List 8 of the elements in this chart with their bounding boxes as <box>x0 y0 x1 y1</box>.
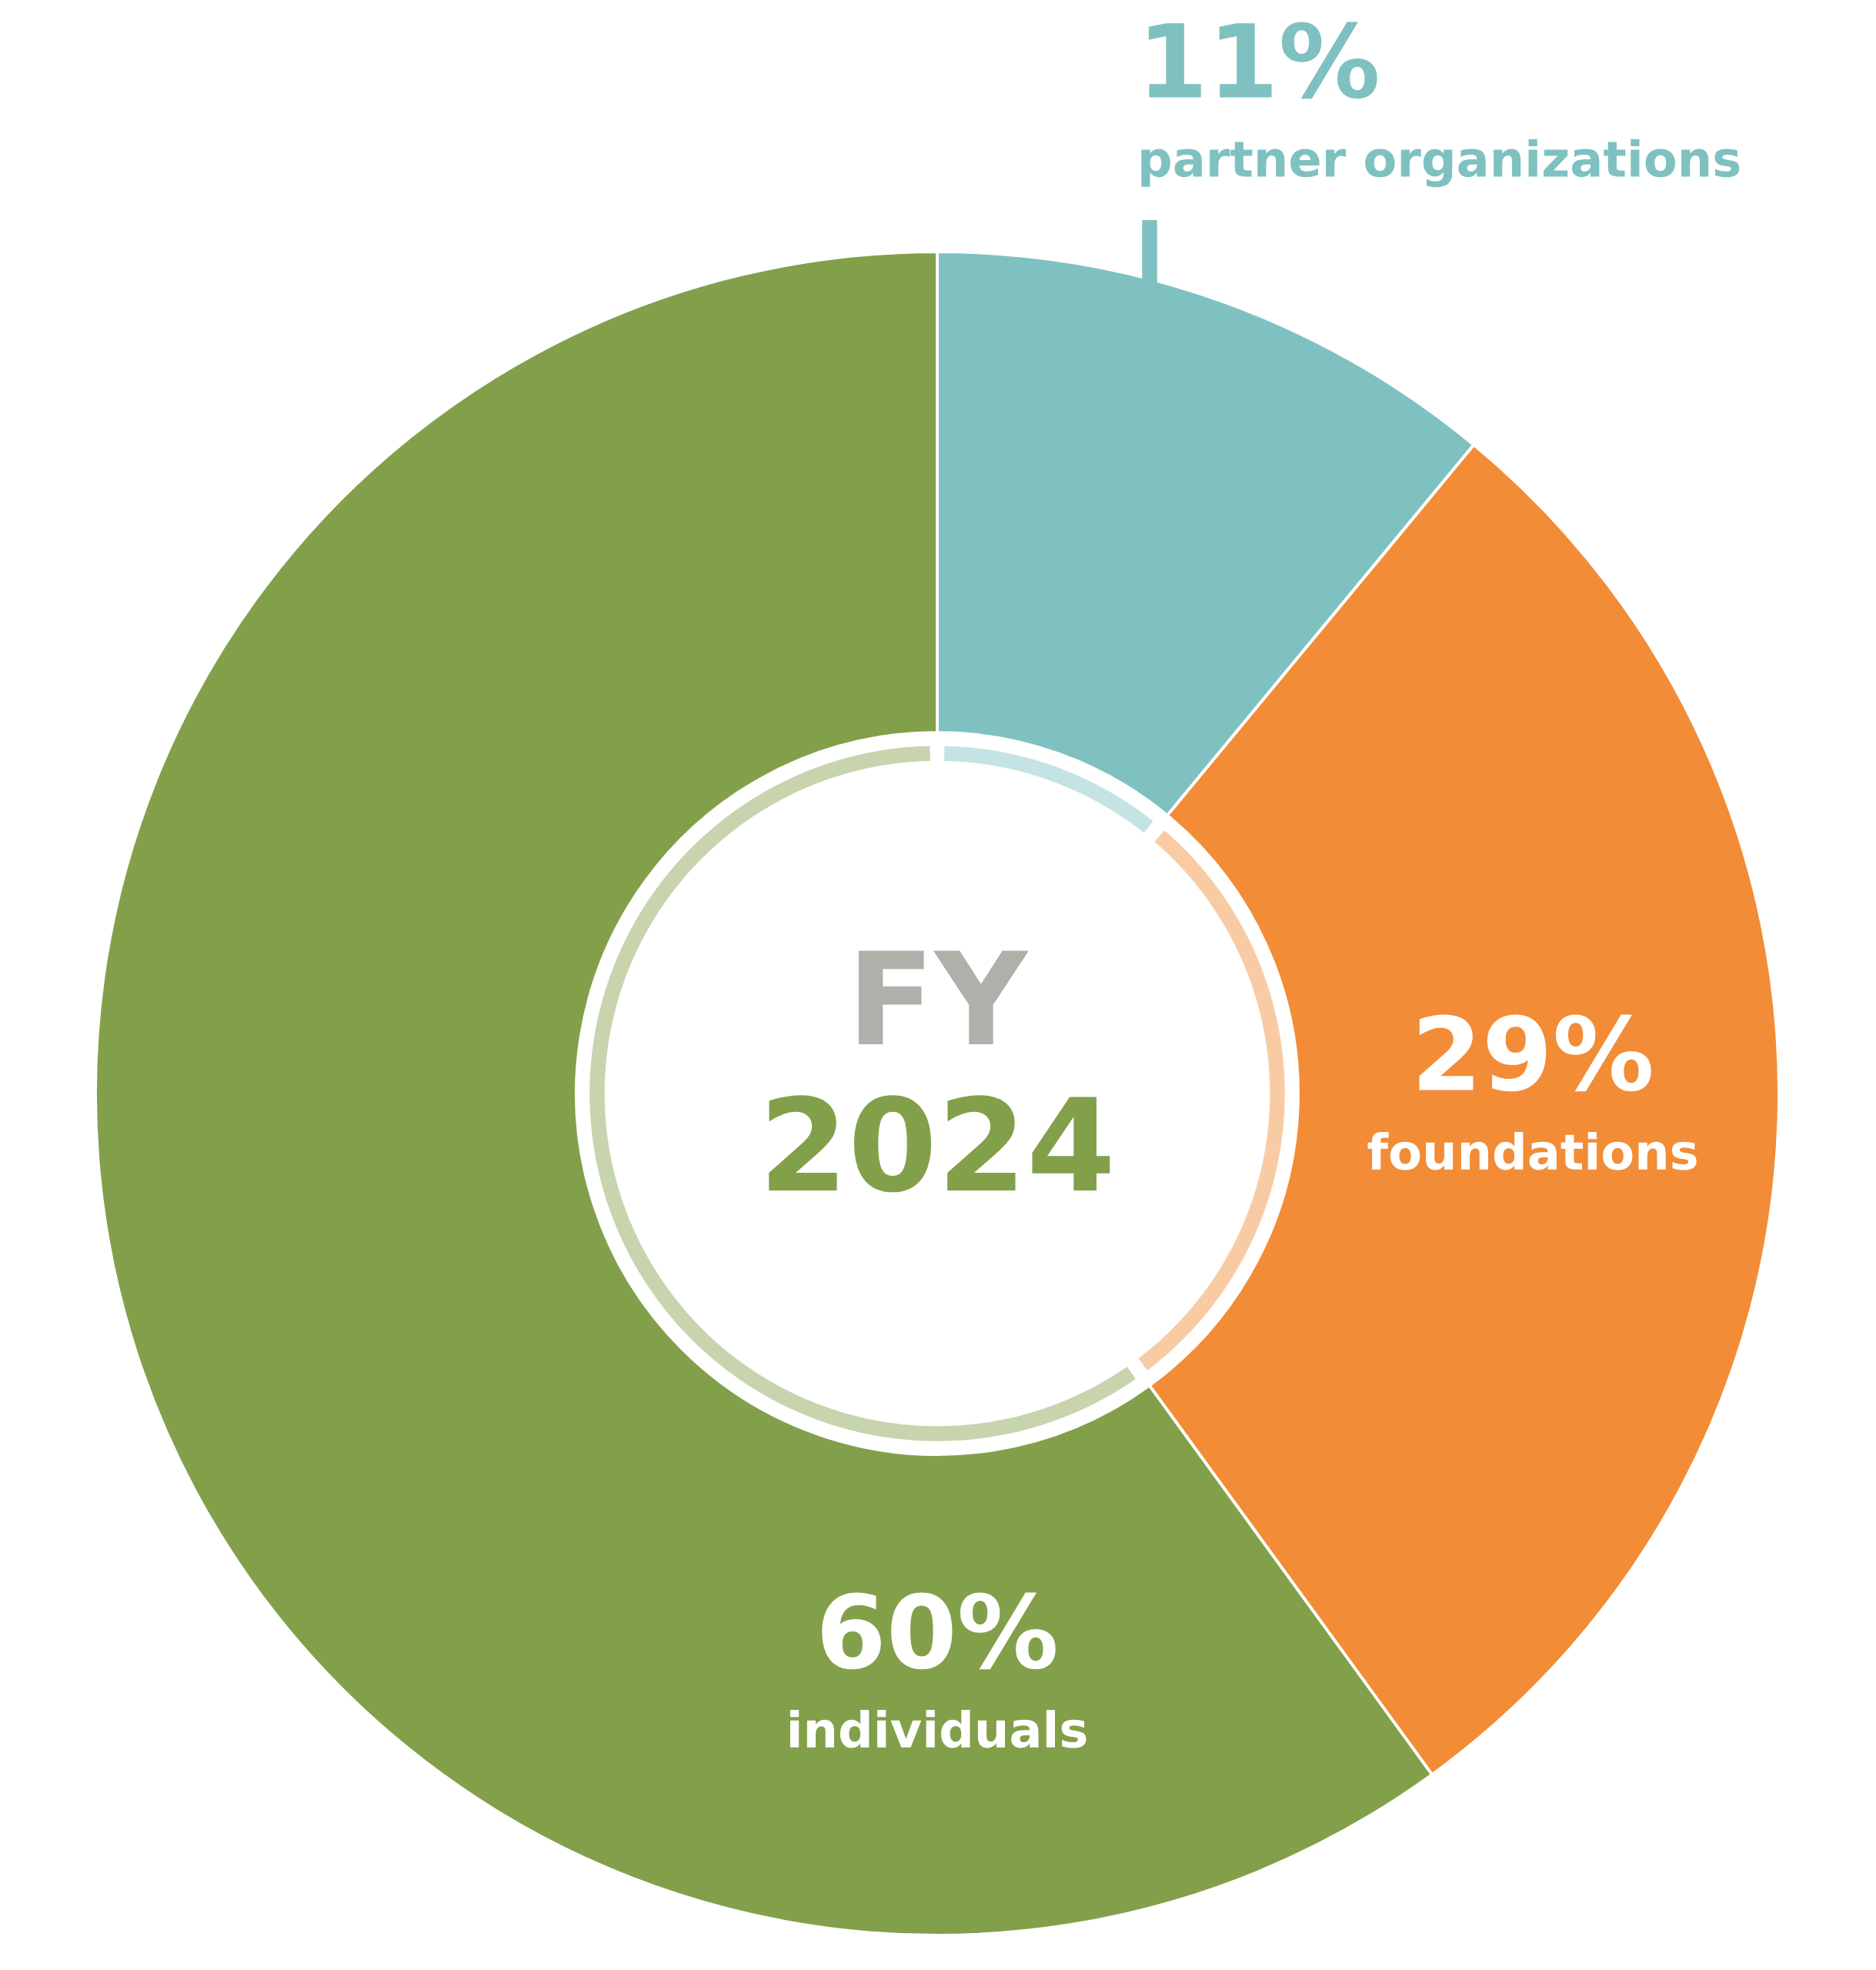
text: FY <box>859 950 1029 1044</box>
slice-label: partner organizations <box>1141 139 1740 188</box>
text: 2024 <box>769 1095 1110 1193</box>
data-label: 11% <box>1148 22 1377 99</box>
data-label: 60% <box>822 1592 1056 1670</box>
slice-label: foundations <box>1367 1132 1697 1170</box>
slice-label: individuals <box>789 1710 1087 1748</box>
data-label: 29% <box>1419 1014 1651 1092</box>
